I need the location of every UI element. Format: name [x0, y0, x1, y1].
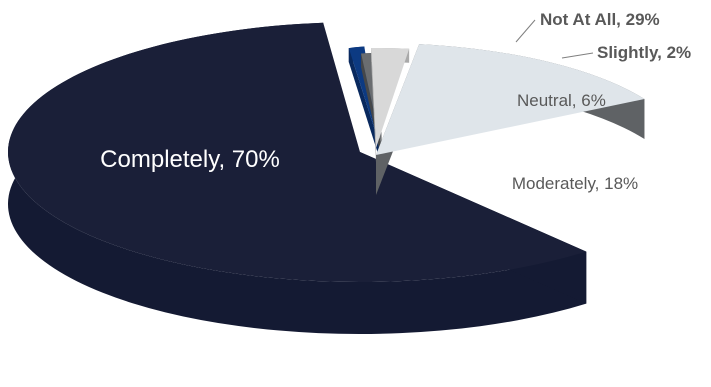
slice-not-at-all: [348, 46, 380, 147]
slice-side-completely: [7, 22, 587, 335]
label-leader-lines: [515, 19, 594, 59]
slice-wall-neutral: [371, 48, 376, 163]
slice-wall-not-at-all: [348, 48, 380, 160]
pie-slices: [7, 22, 645, 335]
slice-moderately: [376, 44, 645, 155]
slice-label-completely: Completely, 70%: [100, 146, 280, 173]
slice-label-slightly: Slightly, 2%: [597, 43, 691, 62]
slice-neutral: [371, 48, 410, 148]
slice-label-not-at-all: Not At All, 29%: [540, 10, 660, 29]
slice-label-neutral: Neutral, 6%: [517, 91, 606, 110]
pie-labels: Completely, 70% Not At All, 29% Slightly…: [100, 10, 691, 193]
slice-completely: [8, 22, 587, 282]
slice-label-moderately: Moderately, 18%: [512, 174, 638, 193]
leader-line-not-at-all: [515, 19, 536, 43]
leader-line-slightly: [561, 52, 594, 59]
